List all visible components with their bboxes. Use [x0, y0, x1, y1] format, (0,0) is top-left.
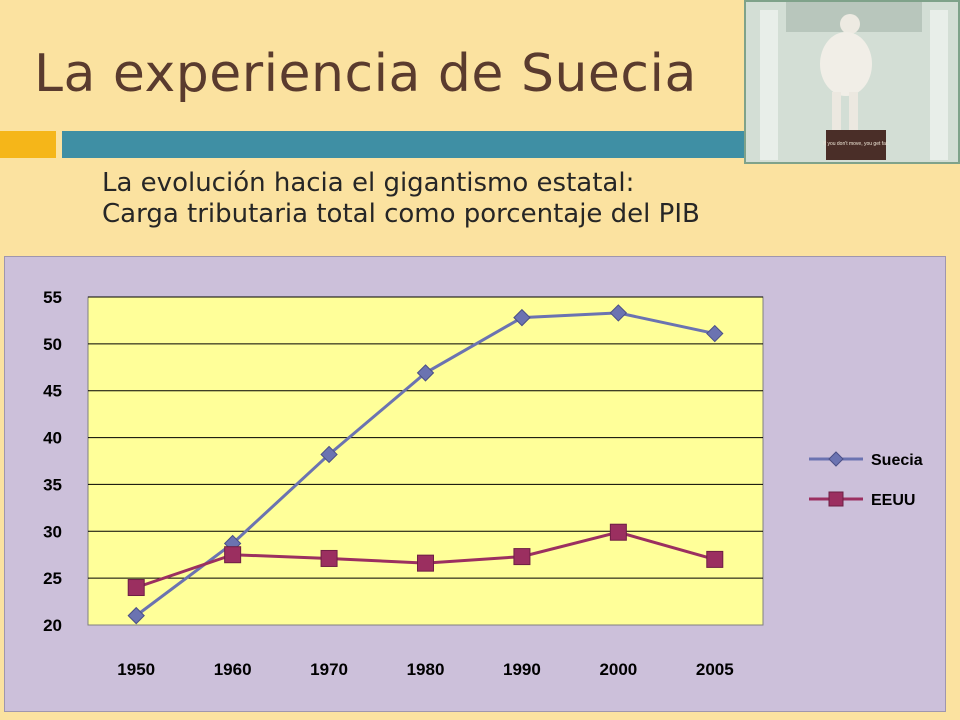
x-tick-label: 1970 — [310, 660, 348, 679]
y-tick-label: 50 — [43, 335, 62, 354]
data-point-suecia — [706, 324, 724, 343]
data-point-eeuu — [127, 579, 145, 597]
data-point-eeuu — [706, 550, 724, 568]
data-point-suecia — [416, 364, 435, 382]
accent-block — [0, 131, 56, 158]
chart-panel: 20 25 30 35 40 45 50 55 1950 1960 1970 1980 1990 2000… — [4, 256, 946, 712]
x-tick-label: 1950 — [117, 660, 155, 679]
legend-marker — [828, 451, 844, 467]
subtitle-line-1: La evolución hacia el gigantismo estatal… — [102, 168, 635, 198]
data-point-suecia — [127, 606, 145, 625]
statue-image: If you don't move, you get fat. — [744, 0, 960, 164]
y-tick-label: 30 — [43, 522, 62, 541]
x-tick-label: 2000 — [599, 660, 637, 679]
x-tick-label: 1980 — [407, 660, 445, 679]
data-point-suecia — [320, 445, 338, 464]
chart-heading: La evolución hacia el gigantismo estatal… — [102, 168, 700, 230]
data-point-eeuu — [609, 523, 627, 541]
legend-entry-eeuu: EEUU — [809, 492, 915, 509]
slide-title: La experiencia de Suecia — [34, 44, 697, 104]
y-tick-label: 20 — [43, 616, 62, 635]
legend-label: Suecia — [871, 452, 923, 469]
data-point-suecia — [609, 304, 628, 322]
y-tick-label: 40 — [43, 429, 62, 448]
data-point-eeuu — [320, 549, 338, 567]
data-point-eeuu — [513, 548, 531, 566]
line-chart: 20 25 30 35 40 45 50 55 1950 1960 1970 1980 1990 2000… — [43, 288, 923, 679]
y-tick-label: 25 — [43, 569, 62, 588]
legend-label: EEUU — [871, 492, 915, 509]
data-point-suecia — [513, 308, 531, 327]
x-tick-label: 1990 — [503, 660, 541, 679]
y-tick-label: 45 — [43, 382, 62, 401]
y-tick-label: 35 — [43, 475, 62, 494]
x-tick-label: 1960 — [214, 660, 252, 679]
legend-marker — [828, 491, 844, 507]
statue-caption: If you don't move, you get fat. — [823, 141, 888, 147]
data-point-eeuu — [417, 554, 434, 572]
data-point-eeuu — [224, 546, 242, 564]
legend-entry-suecia: Suecia — [809, 452, 923, 469]
x-tick-label: 2005 — [696, 660, 734, 679]
y-tick-label: 55 — [43, 288, 62, 307]
subtitle-line-2: Carga tributaria total como porcentaje d… — [102, 199, 700, 229]
